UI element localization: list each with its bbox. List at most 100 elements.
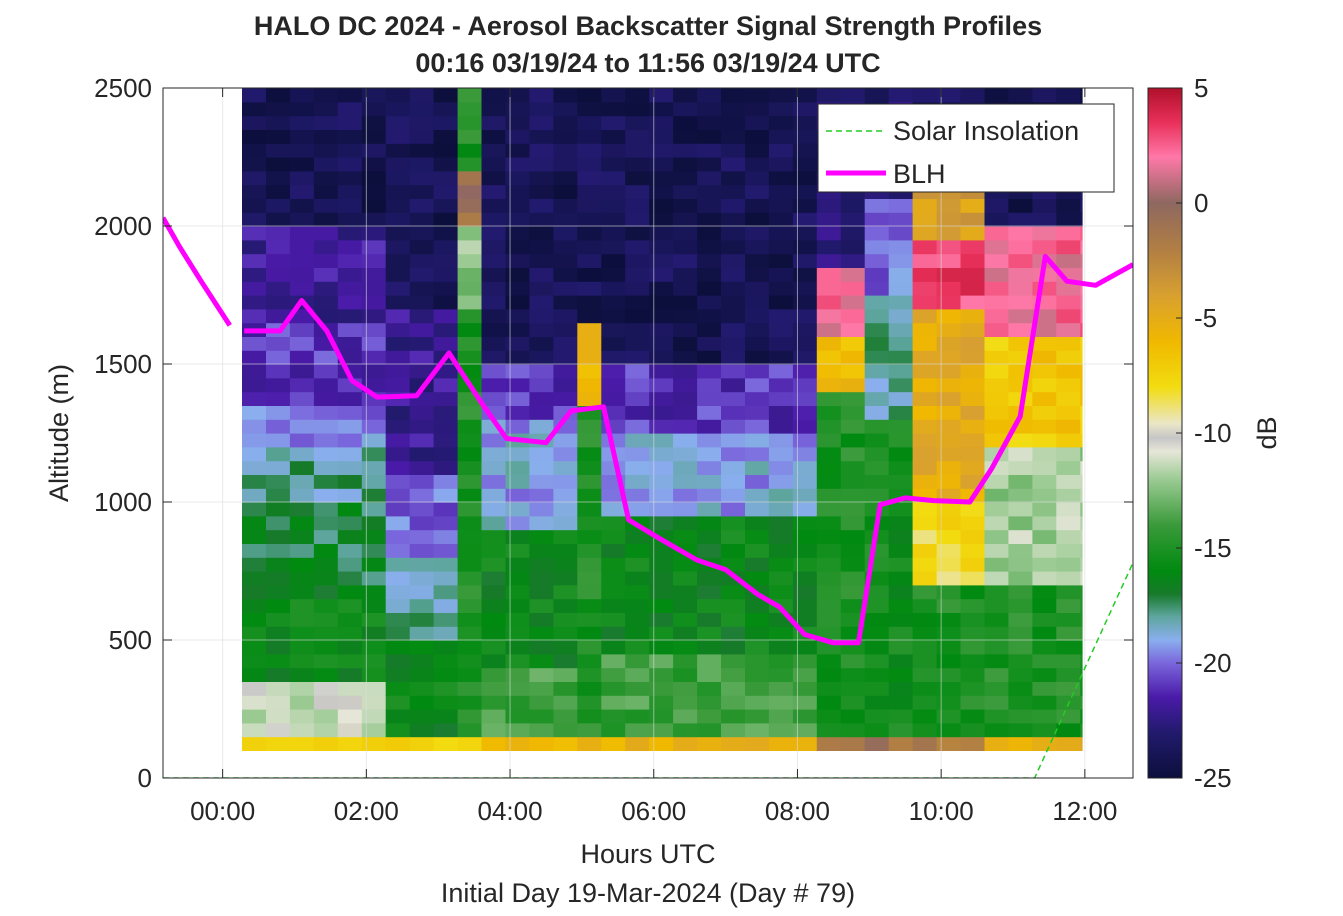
heatmap-cell (457, 101, 483, 117)
heatmap-cell (745, 515, 770, 531)
heatmap-cell (960, 405, 986, 420)
heatmap-cell (1056, 543, 1081, 558)
heatmap-cell (529, 157, 554, 172)
heatmap-cell (649, 350, 674, 365)
heatmap-cell (792, 281, 818, 296)
heatmap-cell (337, 322, 363, 337)
heatmap-cell (553, 391, 578, 406)
heatmap-cell (577, 88, 602, 103)
heatmap-cell (1080, 350, 1083, 365)
heatmap-cell (433, 695, 459, 710)
heatmap-cell (673, 653, 698, 669)
heatmap-cell (337, 736, 363, 751)
heatmap-cell (888, 405, 914, 420)
heatmap-cell (816, 295, 842, 310)
heatmap-cell (745, 226, 770, 241)
heatmap-cell (266, 612, 291, 627)
heatmap-cell (266, 626, 291, 641)
heatmap-cell (553, 667, 578, 682)
heatmap-cell (792, 157, 818, 172)
heatmap-cell (936, 529, 962, 544)
heatmap-cell (505, 460, 531, 475)
heatmap-cell (840, 502, 866, 517)
heatmap-cell (960, 571, 986, 586)
heatmap-cell (721, 391, 746, 406)
heatmap-cell (433, 709, 459, 724)
heatmap-cell (792, 253, 818, 268)
heatmap-cell (912, 212, 938, 227)
heatmap-cell (649, 226, 674, 241)
heatmap-cell (840, 598, 866, 613)
heatmap-cell (768, 626, 794, 641)
heatmap-cell (888, 515, 914, 531)
heatmap-cell (768, 391, 794, 406)
heatmap-cell (1056, 515, 1081, 531)
heatmap-cell (745, 474, 770, 489)
heatmap-cell (553, 446, 578, 462)
heatmap-cell (242, 295, 267, 310)
heatmap-cell (912, 391, 938, 406)
heatmap-cell (337, 253, 363, 268)
heatmap-cell (697, 336, 722, 351)
heatmap-cell (1008, 322, 1033, 337)
heatmap-cell (960, 308, 986, 324)
heatmap-cell (505, 612, 531, 627)
heatmap-cell (337, 626, 363, 641)
heatmap-cell (864, 446, 890, 462)
heatmap-cell (649, 377, 674, 393)
heatmap-cell (840, 571, 866, 586)
heatmap-cell (625, 281, 650, 296)
heatmap-cell (745, 322, 770, 337)
heatmap-cell (1032, 667, 1057, 682)
heatmap-cell (409, 184, 435, 199)
heatmap-cell (625, 253, 650, 268)
heatmap-cell (888, 543, 914, 558)
heatmap-cell (936, 598, 962, 613)
heatmap-cell (673, 101, 698, 117)
heatmap-cell (745, 446, 770, 462)
heatmap-cell (553, 515, 578, 531)
heatmap-cell (649, 281, 674, 296)
heatmap-cell (1032, 88, 1057, 103)
heatmap-cell (697, 115, 722, 130)
heatmap-cell (936, 640, 962, 655)
heatmap-cell (289, 184, 315, 199)
heatmap-cell (385, 364, 411, 379)
heatmap-cell (433, 295, 459, 310)
heatmap-cell (792, 212, 818, 227)
heatmap-cell (625, 474, 650, 489)
y-tick-label: 500 (109, 625, 152, 655)
heatmap-cell (457, 115, 483, 130)
heatmap-cell (888, 681, 914, 696)
heatmap-cell (481, 115, 507, 130)
heatmap-cell (313, 695, 339, 710)
heatmap-cell (912, 515, 938, 531)
heatmap-cell (864, 212, 890, 227)
heatmap-cell (289, 695, 315, 710)
heatmap-cell (1008, 557, 1033, 572)
heatmap-cell (1032, 433, 1057, 448)
heatmap-cell (768, 308, 794, 324)
heatmap-cell (1080, 460, 1083, 475)
heatmap-cell (577, 626, 602, 641)
heatmap-cell (266, 170, 291, 186)
heatmap-cell (840, 377, 866, 393)
heatmap-cell (745, 640, 770, 655)
heatmap-cell (361, 364, 387, 379)
heatmap-cell (864, 295, 890, 310)
heatmap-cell (1080, 626, 1083, 641)
heatmap-cell (721, 226, 746, 241)
heatmap-cell (266, 695, 291, 710)
heatmap-cell (697, 377, 722, 393)
heatmap-cell (337, 474, 363, 489)
heatmap-cell (481, 612, 507, 627)
heatmap-cell (745, 391, 770, 406)
heatmap-cell (242, 722, 267, 738)
heatmap-cell (553, 308, 578, 324)
heatmap-cell (433, 543, 459, 558)
heatmap-cell (625, 170, 650, 186)
heatmap-cell (649, 170, 674, 186)
heatmap-cell (481, 336, 507, 351)
heatmap-cell (457, 736, 483, 751)
heatmap-cell (457, 184, 483, 199)
